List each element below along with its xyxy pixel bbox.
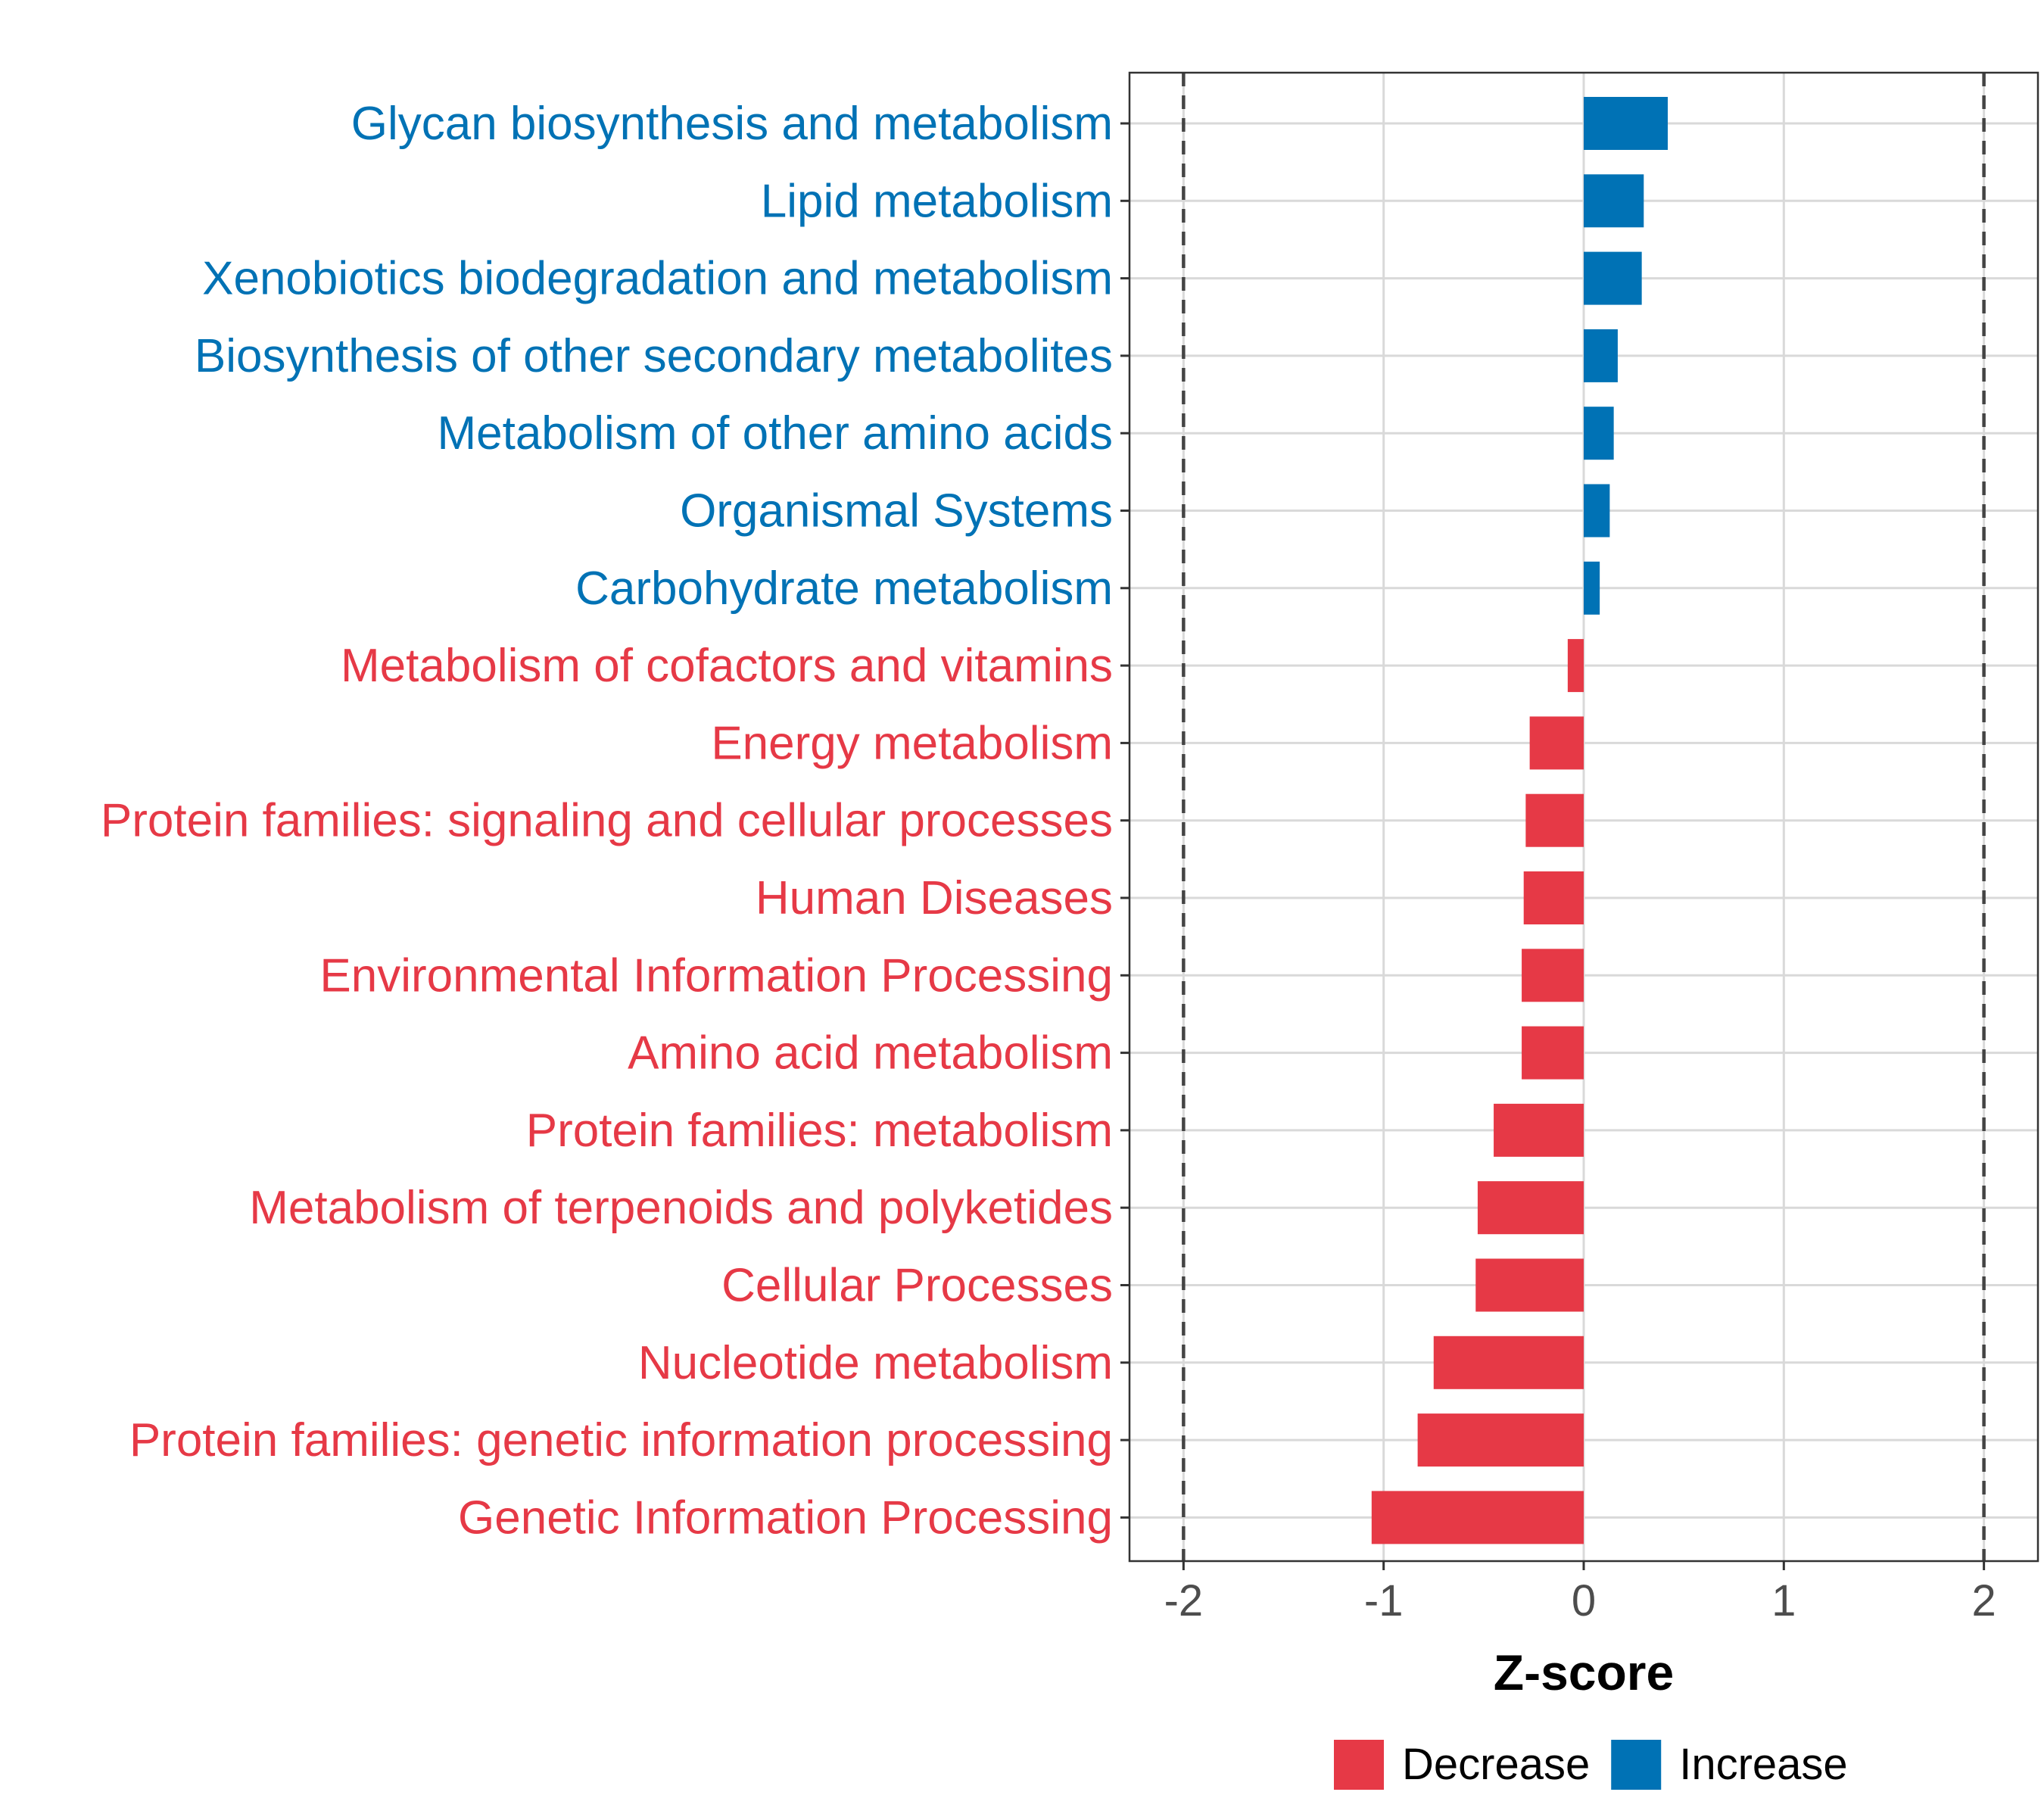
category-label: Glycan biosynthesis and metabolism [351, 98, 1113, 150]
bar [1584, 97, 1669, 150]
x-axis-ticks: -2 -1 0 1 2 [1164, 1561, 1996, 1625]
bar [1477, 1181, 1584, 1235]
bar [1523, 871, 1584, 924]
category-label: Genetic Information Processing [458, 1491, 1113, 1544]
bar [1584, 329, 1618, 382]
x-tick-label: 1 [1771, 1576, 1796, 1625]
category-label: Metabolism of cofactors and vitamins [341, 640, 1113, 692]
bar [1417, 1413, 1584, 1467]
bar [1584, 407, 1614, 460]
category-label: Environmental Information Processing [319, 949, 1113, 1002]
x-tick-label: 2 [1972, 1576, 1996, 1625]
category-label: Carbohydrate metabolism [575, 563, 1113, 615]
bar [1371, 1491, 1584, 1544]
category-label: Cellular Processes [721, 1260, 1113, 1312]
x-tick-label: -2 [1164, 1576, 1204, 1625]
category-label: Biosynthesis of other secondary metaboli… [195, 330, 1113, 382]
category-label: Human Diseases [756, 872, 1113, 924]
bar [1584, 561, 1600, 615]
bar [1584, 251, 1642, 305]
bars [1371, 97, 1669, 1544]
category-label: Protein families: signaling and cellular… [101, 795, 1113, 847]
bar [1567, 639, 1584, 693]
bar [1584, 484, 1610, 538]
bar [1475, 1258, 1584, 1312]
category-labels: Glycan biosynthesis and metabolism Lipid … [101, 98, 1129, 1544]
legend-label: Decrease [1402, 1740, 1590, 1789]
bar [1433, 1335, 1584, 1389]
legend: Decrease Increase [1334, 1740, 1848, 1790]
bar [1584, 174, 1644, 228]
category-label: Nucleotide metabolism [638, 1337, 1113, 1389]
category-label: Protein families: metabolism [526, 1105, 1113, 1157]
category-label: Metabolism of other amino acids [437, 407, 1113, 460]
category-label: Xenobiotics biodegradation and metabolis… [202, 253, 1113, 305]
x-axis-title: Z-score [1494, 1644, 1674, 1700]
category-label: Organismal Systems [680, 485, 1113, 538]
bar [1522, 1026, 1584, 1080]
category-label: Metabolism of terpenoids and polyketides [249, 1182, 1113, 1234]
bar [1522, 949, 1584, 1002]
bar [1494, 1103, 1584, 1157]
bar [1529, 716, 1584, 770]
x-tick-label: 0 [1572, 1576, 1596, 1625]
category-label: Amino acid metabolism [628, 1027, 1113, 1080]
x-tick-label: -1 [1364, 1576, 1404, 1625]
legend-swatch [1611, 1740, 1662, 1790]
category-label: Protein families: genetic information pr… [129, 1414, 1113, 1466]
legend-label: Increase [1679, 1740, 1847, 1789]
category-label: Lipid metabolism [761, 175, 1113, 227]
category-label: Energy metabolism [711, 717, 1113, 769]
legend-swatch [1334, 1740, 1384, 1790]
bar [1525, 793, 1584, 847]
